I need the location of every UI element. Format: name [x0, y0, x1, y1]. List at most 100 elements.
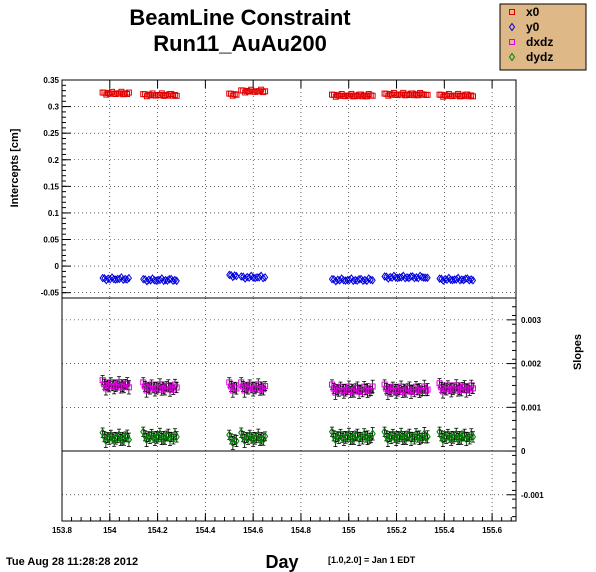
dxdz-point — [369, 383, 376, 390]
dxdz-point — [448, 387, 455, 394]
y0-point — [424, 273, 431, 283]
dxdz-point — [238, 379, 245, 386]
x0-point — [369, 92, 376, 99]
x0-point — [453, 92, 460, 99]
x0-point — [354, 93, 361, 100]
dydz-point — [233, 436, 240, 446]
x0-point — [244, 87, 251, 94]
dxdz-point — [233, 385, 240, 392]
dxdz-point — [393, 388, 400, 395]
dxdz-point — [111, 384, 118, 391]
x0-point — [173, 92, 180, 99]
dxdz-point — [424, 386, 431, 393]
dxdz-point — [260, 386, 267, 393]
bottom-y-tick-label: 0 — [521, 447, 526, 456]
dxdz-point — [246, 381, 253, 388]
y0-point — [156, 275, 164, 285]
dxdz-point — [102, 385, 109, 392]
dxdz-point — [241, 387, 248, 394]
y0-point — [407, 272, 414, 281]
y0-point — [173, 276, 180, 286]
x0-point — [160, 92, 167, 99]
x0-point — [402, 92, 409, 99]
x-tick-label: 155.4 — [434, 526, 455, 535]
dxdz-point — [421, 383, 428, 390]
y0-point — [261, 273, 269, 282]
dxdz-point — [226, 379, 233, 386]
dxdz-point — [329, 381, 336, 388]
legend-y0-label: y0 — [526, 20, 540, 34]
x0-point — [107, 90, 114, 97]
dxdz-point — [381, 381, 388, 388]
dydz-point — [424, 432, 431, 442]
legend-dxdz-marker — [509, 39, 515, 45]
y0-point — [436, 274, 443, 283]
x0-point — [387, 91, 394, 98]
y0-point — [369, 275, 376, 285]
x0-point — [365, 91, 372, 98]
x0-point — [346, 92, 353, 99]
x-tick-label: 155.6 — [482, 526, 503, 535]
x0-point — [411, 92, 418, 99]
y0-point — [418, 272, 426, 282]
legend-x0-marker — [509, 9, 515, 15]
dxdz-point — [117, 384, 124, 391]
dxdz-point — [262, 383, 269, 390]
y0-point — [171, 275, 178, 285]
y0-point — [140, 274, 147, 284]
x0-point — [233, 91, 240, 98]
bottom-panel-frame — [61, 297, 517, 522]
y0-point — [453, 275, 460, 284]
dxdz-point — [107, 379, 114, 386]
x0-point — [464, 91, 471, 98]
x0-point — [424, 91, 431, 98]
x0-point — [460, 93, 467, 100]
dxdz-point — [399, 388, 406, 395]
x0-point — [409, 90, 416, 97]
dydz-point — [173, 432, 180, 442]
y0-point — [346, 275, 353, 285]
dydz-point — [469, 432, 477, 442]
x-axis-label: Day — [265, 552, 298, 572]
x0-point — [385, 92, 392, 99]
x0-point — [116, 90, 123, 97]
x-tick-label: 154.6 — [243, 526, 264, 535]
x0-point — [246, 88, 253, 95]
x0-point — [358, 91, 365, 98]
x0-point — [101, 89, 108, 96]
x0-point — [334, 92, 341, 99]
dxdz-point — [337, 383, 344, 390]
dxdz-point — [256, 386, 263, 393]
dxdz-point — [444, 382, 451, 389]
legend-x0-label: x0 — [526, 5, 540, 19]
x0-point — [145, 91, 152, 98]
dxdz-point — [231, 384, 238, 391]
y0-point — [99, 273, 106, 283]
top-y-tick-label: 0.35 — [43, 76, 59, 85]
x0-point — [124, 90, 131, 97]
x0-point — [229, 92, 236, 99]
dxdz-point — [332, 389, 339, 396]
x0-point — [449, 93, 456, 100]
x0-point — [120, 91, 127, 98]
x0-point — [240, 87, 247, 94]
x-tick-label: 154 — [103, 526, 117, 535]
dxdz-point — [143, 387, 150, 394]
x0-point — [398, 91, 405, 98]
x0-point — [142, 91, 149, 98]
y0-point — [233, 271, 240, 281]
x-tick-label: 155.2 — [387, 526, 408, 535]
x0-point — [359, 93, 366, 100]
y0-point — [468, 275, 475, 284]
dxdz-point — [148, 381, 155, 388]
x0-point — [171, 91, 178, 98]
x0-point — [438, 91, 445, 98]
dxdz-point — [469, 385, 476, 392]
y0-point — [328, 274, 336, 284]
x0-point — [405, 92, 412, 99]
top-y-tick-label: 0.3 — [48, 103, 60, 112]
y0-point — [259, 273, 267, 283]
dxdz-point — [229, 387, 236, 394]
footer-note: [1.0,2.0] = Jan 1 EDT — [328, 555, 416, 565]
